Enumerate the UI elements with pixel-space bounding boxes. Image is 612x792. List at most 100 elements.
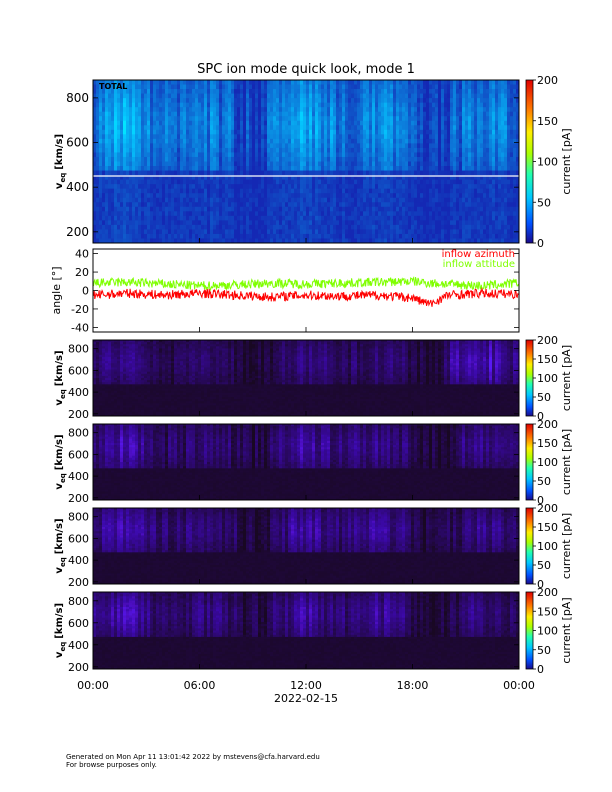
heatmap-cell: [507, 107, 511, 113]
heatmap-cell: [204, 229, 208, 235]
heatmap-cell: [333, 233, 337, 239]
heatmap-cell: [327, 202, 331, 208]
heatmap-cell: [390, 116, 394, 122]
heatmap-cell: [144, 147, 148, 153]
heatmap-cell: [270, 93, 274, 99]
heatmap-cell: [216, 107, 220, 113]
heatmap-cell: [198, 206, 202, 212]
heatmap-cell: [135, 211, 139, 217]
heatmap-cell: [354, 197, 358, 203]
heatmap-cell: [393, 229, 397, 235]
heatmap-cell: [321, 188, 325, 194]
heatmap-cell: [153, 161, 157, 167]
heatmap-cell: [156, 120, 160, 126]
heatmap-cell: [216, 238, 220, 244]
heatmap-cell: [405, 184, 409, 190]
heatmap-cell: [420, 215, 424, 221]
heatmap-cell: [468, 197, 472, 203]
heatmap-cell: [195, 98, 199, 104]
heatmap-cell: [342, 224, 346, 230]
heatmap-cell: [345, 233, 349, 239]
heatmap-cell: [207, 107, 211, 113]
heatmap-cell: [411, 120, 415, 126]
heatmap-cell: [249, 129, 253, 135]
heatmap-cell: [216, 161, 220, 167]
heatmap-cell: [366, 138, 370, 144]
heatmap-cell: [234, 89, 238, 94]
heatmap-cell: [360, 166, 364, 171]
heatmap-cell: [99, 179, 103, 185]
heatmap-cell: [312, 147, 316, 153]
heatmap-cell: [96, 220, 100, 226]
heatmap-cell: [195, 197, 199, 203]
heatmap-cell: [441, 134, 445, 140]
heatmap-cell: [138, 147, 142, 153]
heatmap-cell: [318, 202, 322, 208]
heatmap-cell: [402, 143, 406, 149]
heatmap-cell: [435, 107, 439, 113]
heatmap-cell: [435, 116, 439, 122]
heatmap-cell: [99, 161, 103, 167]
heatmap-cell: [390, 102, 394, 108]
heatmap-cell: [216, 224, 220, 230]
heatmap-cell: [180, 138, 184, 144]
heatmap-cell: [234, 238, 238, 244]
heatmap-cell: [174, 143, 178, 149]
heatmap-cell: [297, 80, 301, 85]
heatmap-cell: [447, 134, 451, 140]
heatmap-cell: [474, 138, 478, 144]
heatmap-cell: [348, 111, 352, 117]
heatmap-cell: [174, 93, 178, 99]
heatmap-cell: [306, 134, 310, 140]
heatmap-cell: [468, 147, 472, 153]
heatmap-cell: [426, 84, 430, 90]
heatmap-cell: [363, 102, 367, 108]
heatmap-cell: [315, 202, 319, 208]
heatmap-cell: [399, 175, 403, 181]
heatmap-cell: [231, 197, 235, 203]
heatmap-cell: [426, 89, 430, 94]
heatmap-cell: [102, 166, 106, 171]
heatmap-cell: [138, 193, 142, 199]
heatmap-cell: [264, 197, 268, 203]
heatmap-cell: [429, 84, 433, 90]
heatmap-cell: [408, 238, 412, 244]
heatmap-cell: [336, 193, 340, 199]
heatmap-cell: [336, 238, 340, 244]
heatmap-cell: [243, 89, 247, 94]
heatmap-cell: [498, 161, 502, 167]
heatmap-cell: [183, 161, 187, 167]
heatmap-cell: [480, 184, 484, 190]
heatmap-cell: [111, 80, 115, 85]
heatmap-cell: [438, 215, 442, 221]
heatmap-cell: [438, 188, 442, 194]
heatmap-cell: [450, 233, 454, 239]
heatmap-cell: [264, 202, 268, 208]
heatmap-cell: [357, 206, 361, 212]
heatmap-cell: [450, 138, 454, 144]
heatmap-cell: [207, 80, 211, 85]
heatmap-cell: [489, 138, 493, 144]
heatmap-cell: [426, 152, 430, 158]
heatmap-cell: [327, 175, 331, 181]
heatmap-cell: [222, 143, 226, 149]
heatmap-cell: [102, 102, 106, 108]
heatmap-cell: [102, 120, 106, 126]
heatmap-cell: [237, 116, 241, 122]
heatmap-cell: [333, 197, 337, 203]
heatmap-cell: [393, 238, 397, 244]
heatmap-cell: [444, 120, 448, 126]
heatmap-cell: [378, 166, 382, 171]
heatmap-cell: [375, 84, 379, 90]
heatmap-cell: [168, 156, 172, 162]
heatmap-cell: [102, 156, 106, 162]
heatmap-cell: [150, 161, 154, 167]
heatmap-cell: [348, 147, 352, 153]
heatmap-cell: [201, 98, 205, 104]
heatmap-cell: [357, 120, 361, 126]
heatmap-cell: [474, 202, 478, 208]
heatmap-cell: [288, 175, 292, 181]
heatmap-cell: [162, 134, 166, 140]
heatmap-cell: [273, 147, 277, 153]
heatmap-cell: [444, 102, 448, 108]
